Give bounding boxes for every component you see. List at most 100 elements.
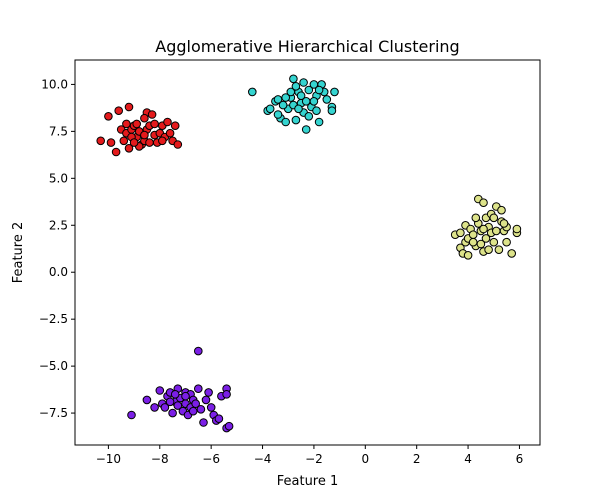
data-point (489, 237, 499, 247)
data-point (314, 85, 324, 95)
data-point (132, 119, 141, 129)
x-tick-label: −10 (96, 452, 121, 466)
data-point (301, 125, 311, 134)
y-tick-label: 5.0 (49, 171, 68, 185)
data-point (204, 388, 213, 397)
data-point (330, 87, 339, 97)
data-point (129, 138, 139, 147)
data-point (145, 138, 154, 147)
data-point (122, 119, 131, 129)
data-point (489, 213, 499, 223)
x-tick-label: −4 (254, 452, 272, 466)
y-tick-label: −7.5 (39, 406, 68, 420)
data-point (273, 110, 283, 119)
data-point (327, 106, 337, 115)
x-tick-label: −6 (202, 452, 220, 466)
data-point (196, 405, 206, 414)
data-point (322, 95, 332, 104)
data-point (281, 117, 291, 127)
data-point (299, 78, 308, 87)
data-point (199, 418, 208, 427)
data-point (124, 144, 134, 153)
x-tick-label: 2 (413, 452, 421, 466)
data-point (265, 104, 275, 114)
data-point (281, 93, 291, 102)
data-point (494, 245, 504, 254)
data-point (291, 115, 301, 125)
data-point (165, 397, 175, 407)
data-point (206, 403, 216, 412)
data-point (155, 386, 165, 395)
y-axis: −7.5 −5.0 −2.5 0.0 2.5 5.0 7.5 10.0 (39, 77, 75, 420)
data-point (114, 106, 123, 115)
data-point (499, 219, 509, 228)
data-point (222, 390, 231, 399)
data-point (304, 112, 314, 121)
x-tick-label: 0 (361, 452, 369, 466)
data-point (191, 399, 200, 409)
data-point (165, 128, 175, 138)
data-point (150, 119, 159, 129)
data-point (163, 117, 172, 127)
data-point (286, 87, 296, 97)
data-point (119, 136, 129, 146)
data-point (304, 85, 314, 95)
x-axis: −10 −8 −6 −4 −2 0 2 4 6 (96, 445, 523, 466)
data-point (140, 113, 149, 123)
data-point (289, 74, 298, 84)
data-point (312, 106, 321, 115)
data-point (507, 249, 517, 258)
data-point (314, 117, 324, 127)
data-point (147, 110, 157, 119)
y-tick-label: −2.5 (39, 312, 68, 326)
data-point (170, 121, 180, 130)
data-point (160, 403, 170, 412)
data-point (201, 395, 211, 405)
data-point (468, 230, 478, 239)
data-point (479, 198, 488, 207)
data-point (173, 401, 183, 410)
data-point (104, 112, 113, 121)
data-point (296, 91, 306, 100)
data-point (194, 346, 203, 356)
data-point (127, 410, 136, 420)
data-point (502, 237, 511, 247)
y-tick-label: 10.0 (41, 77, 68, 91)
data-point (224, 421, 234, 431)
y-tick-label: −5.0 (39, 359, 68, 373)
data-point (291, 82, 301, 91)
x-tick-label: −2 (305, 452, 323, 466)
data-point (309, 97, 319, 106)
data-point (479, 224, 488, 234)
y-tick-label: 0.0 (49, 265, 68, 279)
data-point (481, 234, 491, 243)
data-point (471, 213, 481, 223)
x-axis-label: Feature 1 (277, 474, 339, 489)
chart-title: Agglomerative Hierarchical Clustering (155, 37, 459, 56)
data-point (124, 102, 134, 112)
data-point (106, 138, 116, 147)
plot-frame (74, 59, 541, 446)
data-points (96, 74, 522, 433)
data-point (512, 224, 522, 234)
data-point (173, 140, 183, 149)
data-point (484, 245, 493, 254)
data-point (168, 408, 177, 418)
data-point (96, 136, 105, 146)
data-point (150, 403, 159, 412)
data-point (194, 384, 203, 394)
y-axis-label: Feature 2 (11, 222, 26, 284)
data-point (492, 226, 501, 236)
data-point (214, 414, 224, 424)
data-point (301, 97, 311, 106)
data-point (456, 228, 465, 238)
y-tick-label: 7.5 (49, 124, 68, 138)
data-point (181, 391, 190, 401)
y-tick-label: 2.5 (49, 218, 68, 232)
x-tick-label: −8 (151, 452, 169, 466)
data-point (278, 100, 288, 110)
data-point (463, 251, 473, 260)
x-tick-label: 4 (464, 452, 472, 466)
data-point (497, 205, 506, 215)
